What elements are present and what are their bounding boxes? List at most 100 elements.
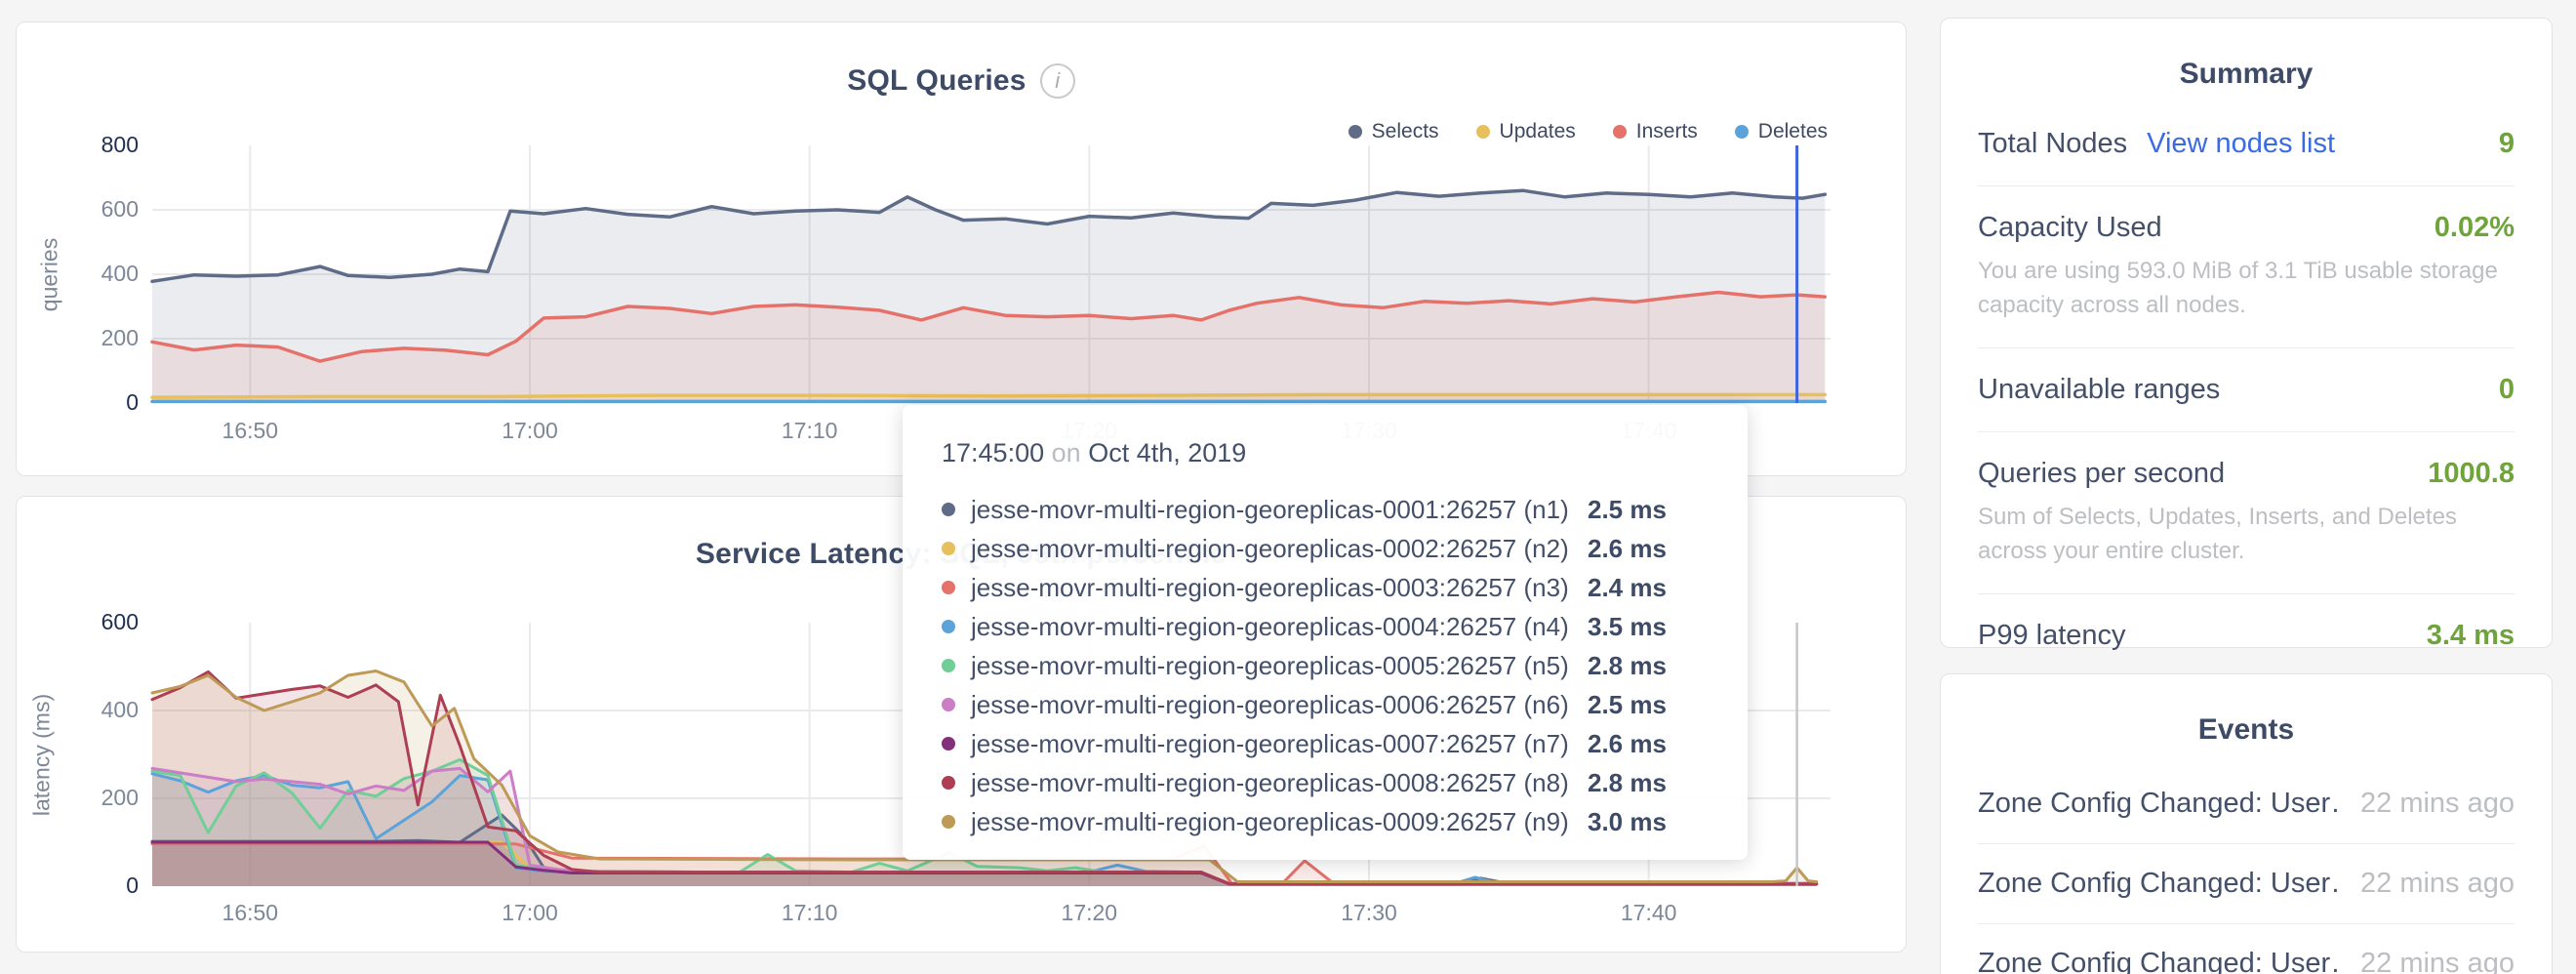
inserts-dot-icon (1612, 125, 1627, 139)
legend-label: Deletes (1757, 120, 1828, 142)
event-time: 22 mins ago (2360, 868, 2515, 899)
x-axis-tick-label: 17:00 (502, 418, 558, 443)
node-color-dot-icon (942, 581, 955, 594)
x-axis-tick-label: 16:50 (221, 418, 279, 443)
divider (1978, 185, 2515, 186)
node-color-dot-icon (942, 815, 955, 829)
capacity-used-row: Capacity Used 0.02% (1978, 186, 2515, 244)
legend-label: Inserts (1635, 120, 1698, 142)
y-axis-tick-label: 800 (101, 132, 139, 157)
legend-item-selects: Selects (1348, 120, 1439, 143)
sql-queries-chart-title: SQL Queries (847, 64, 1026, 97)
unavailable-ranges-label: Unavailable ranges (1978, 374, 2221, 405)
legend-item-inserts: Inserts (1612, 120, 1698, 143)
node-latency-value: 3.0 ms (1588, 806, 1667, 836)
event-row[interactable]: Zone Config Changed: User… 22 mins ago (1978, 764, 2515, 844)
legend-label: Updates (1499, 120, 1576, 142)
tooltip-time: 17:45:00 (942, 438, 1045, 467)
capacity-used-value: 0.02% (2434, 212, 2515, 243)
event-time: 22 mins ago (2360, 948, 2515, 974)
tooltip-node-list: jesse-movr-multi-region-georeplicas-0001… (942, 490, 1703, 841)
selects-dot-icon (1348, 125, 1362, 139)
tooltip-node-row: jesse-movr-multi-region-georeplicas-0005… (942, 646, 1703, 685)
node-name: jesse-movr-multi-region-georeplicas-0006… (971, 689, 1569, 719)
capacity-used-description: You are using 593.0 MiB of 3.1 TiB usabl… (1978, 258, 2498, 318)
divider (1978, 431, 2515, 432)
queries-per-second-value: 1000.8 (2428, 458, 2515, 489)
total-nodes-row: Total Nodes View nodes list 9 (1978, 128, 2515, 160)
node-latency-value: 2.8 ms (1588, 767, 1667, 797)
x-axis-tick-label: 17:10 (781, 418, 838, 443)
sql-queries-legend: Selects Updates Inserts Deletes (1348, 120, 1828, 143)
tooltip-node-row: jesse-movr-multi-region-georeplicas-0007… (942, 724, 1703, 763)
view-nodes-list-link[interactable]: View nodes list (2147, 128, 2336, 159)
node-color-dot-icon (942, 776, 955, 790)
p99-latency-label: P99 latency (1978, 620, 2126, 651)
node-name: jesse-movr-multi-region-georeplicas-0009… (971, 806, 1569, 836)
total-nodes-value: 9 (2498, 128, 2515, 159)
node-color-dot-icon (942, 542, 955, 555)
queries-per-second-label: Queries per second (1978, 458, 2226, 489)
sql-queries-plot-area[interactable] (152, 145, 1831, 403)
legend-label: Selects (1371, 120, 1439, 142)
x-axis-tick-label: 16:50 (221, 900, 279, 925)
y-axis-tick-label: 0 (126, 873, 139, 898)
sql-queries-title-row: SQL Queries i (17, 63, 1906, 99)
updates-dot-icon (1475, 125, 1490, 139)
node-color-dot-icon (942, 503, 955, 516)
node-name: jesse-movr-multi-region-georeplicas-0002… (971, 533, 1569, 563)
queries-per-second-description: Sum of Selects, Updates, Inserts, and De… (1978, 504, 2457, 564)
tooltip-node-row: jesse-movr-multi-region-georeplicas-0009… (942, 802, 1703, 841)
y-axis-tick-label: 200 (101, 325, 139, 350)
info-icon[interactable]: i (1039, 63, 1075, 99)
y-axis-tick-label: 600 (101, 609, 139, 634)
event-row[interactable]: Zone Config Changed: User… 22 mins ago (1978, 844, 2515, 924)
node-name: jesse-movr-multi-region-georeplicas-0005… (971, 650, 1569, 680)
x-axis-tick-label: 17:20 (1061, 900, 1118, 925)
x-axis-tick-label: 17:40 (1620, 900, 1677, 925)
tooltip-node-row: jesse-movr-multi-region-georeplicas-0001… (942, 490, 1703, 529)
node-name: jesse-movr-multi-region-georeplicas-0004… (971, 611, 1569, 641)
total-nodes-label: Total Nodes (1978, 128, 2128, 159)
p99-latency-row: P99 latency 3.4 ms (1978, 594, 2515, 652)
capacity-used-label: Capacity Used (1978, 212, 2162, 243)
event-name: Zone Config Changed: User… (1978, 788, 2341, 819)
y-axis-tick-label: 400 (101, 261, 139, 286)
p99-latency-value: 3.4 ms (2426, 620, 2515, 651)
node-latency-value: 2.6 ms (1588, 728, 1667, 758)
latency-y-axis-label: latency (ms) (28, 693, 55, 817)
tooltip-node-row: jesse-movr-multi-region-georeplicas-0006… (942, 685, 1703, 724)
queries-per-second-row: Queries per second 1000.8 (1978, 432, 2515, 490)
tooltip-node-row: jesse-movr-multi-region-georeplicas-0003… (942, 568, 1703, 607)
y-axis-tick-label: 200 (101, 785, 139, 810)
event-name: Zone Config Changed: User… (1978, 948, 2341, 974)
node-color-dot-icon (942, 620, 955, 633)
summary-panel: Summary Total Nodes View nodes list 9 Ca… (1940, 18, 2553, 651)
x-axis-tick-label: 17:00 (502, 900, 558, 925)
unavailable-ranges-row: Unavailable ranges 0 (1978, 348, 2515, 406)
x-axis-tick-label: 17:10 (781, 900, 838, 925)
node-name: jesse-movr-multi-region-georeplicas-0007… (971, 728, 1569, 758)
event-name: Zone Config Changed: User… (1978, 868, 2341, 899)
tooltip-on-word: on (1051, 438, 1081, 467)
node-latency-value: 2.6 ms (1588, 533, 1667, 563)
y-axis-tick-label: 0 (126, 389, 139, 415)
divider (1978, 593, 2515, 594)
node-latency-value: 2.8 ms (1588, 650, 1667, 680)
tooltip-node-row: jesse-movr-multi-region-georeplicas-0008… (942, 763, 1703, 802)
unavailable-ranges-value: 0 (2498, 374, 2515, 405)
tooltip-node-row: jesse-movr-multi-region-georeplicas-0004… (942, 607, 1703, 646)
y-axis-tick-label: 400 (101, 697, 139, 722)
divider (1978, 347, 2515, 348)
event-row[interactable]: Zone Config Changed: User… 22 mins ago (1978, 924, 2515, 974)
event-time: 22 mins ago (2360, 788, 2515, 819)
node-name: jesse-movr-multi-region-georeplicas-0003… (971, 572, 1569, 602)
node-latency-value: 2.5 ms (1588, 494, 1667, 524)
node-color-dot-icon (942, 659, 955, 672)
chart-hover-tooltip: 17:45:00 on Oct 4th, 2019 jesse-movr-mul… (903, 405, 1748, 860)
node-latency-value: 3.5 ms (1588, 611, 1667, 641)
node-latency-value: 2.5 ms (1588, 689, 1667, 719)
y-axis-tick-label: 600 (101, 196, 139, 222)
node-latency-value: 2.4 ms (1588, 572, 1667, 602)
